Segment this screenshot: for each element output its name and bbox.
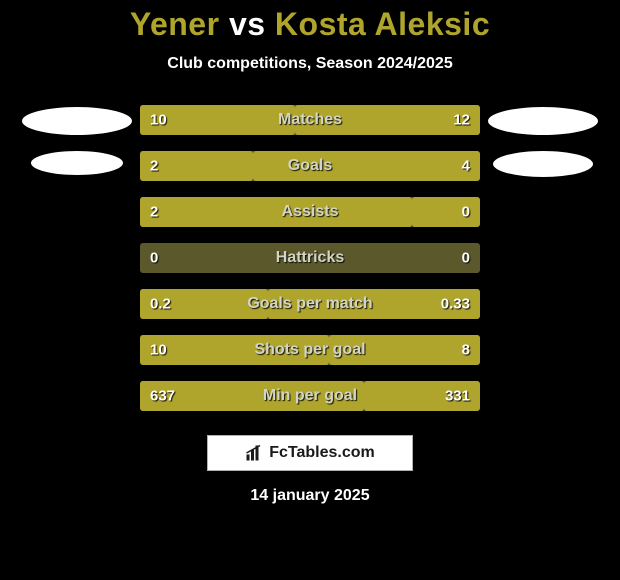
stat-label: Matches xyxy=(278,111,342,129)
headline: Yener vs Kosta Aleksic xyxy=(0,0,620,43)
stat-row: 0 Hattricks 0 xyxy=(140,243,480,273)
stat-value-left: 0 xyxy=(150,250,158,267)
player-2-placeholder-1 xyxy=(488,107,598,135)
stat-value-right: 331 xyxy=(445,388,470,405)
player-1-placeholder-2 xyxy=(31,151,123,175)
stat-label: Hattricks xyxy=(276,249,344,267)
comparison-infographic: Yener vs Kosta Aleksic Club competitions… xyxy=(0,0,620,580)
stat-row: 10 Shots per goal 8 xyxy=(140,335,480,365)
stat-value-left: 637 xyxy=(150,388,175,405)
stat-label: Goals xyxy=(288,157,332,175)
bar-fill-left xyxy=(140,197,412,227)
subtitle: Club competitions, Season 2024/2025 xyxy=(0,55,620,73)
brand-text: FcTables.com xyxy=(269,444,375,462)
stat-value-right: 8 xyxy=(462,342,470,359)
bar-chart-column: 10 Matches 12 2 Goals 4 2 Assists 0 xyxy=(140,105,480,411)
date-text: 14 january 2025 xyxy=(0,487,620,505)
stat-value-left: 2 xyxy=(150,204,158,221)
stat-value-right: 4 xyxy=(462,158,470,175)
content-area: 10 Matches 12 2 Goals 4 2 Assists 0 xyxy=(0,105,620,411)
stat-row: 2 Assists 0 xyxy=(140,197,480,227)
vs-label: vs xyxy=(229,6,266,42)
right-photo-column xyxy=(488,105,598,177)
stat-label: Shots per goal xyxy=(254,341,365,359)
left-photo-column xyxy=(22,105,132,175)
stat-value-left: 0.2 xyxy=(150,296,171,313)
stat-row: 2 Goals 4 xyxy=(140,151,480,181)
chart-icon xyxy=(245,444,263,462)
stat-value-left: 10 xyxy=(150,112,167,129)
player-1-name: Yener xyxy=(130,6,220,42)
stat-row: 0.2 Goals per match 0.33 xyxy=(140,289,480,319)
stat-value-left: 2 xyxy=(150,158,158,175)
player-2-name: Kosta Aleksic xyxy=(275,6,490,42)
stat-value-left: 10 xyxy=(150,342,167,359)
brand-badge: FcTables.com xyxy=(207,435,413,471)
stat-row: 637 Min per goal 331 xyxy=(140,381,480,411)
stat-value-right: 0.33 xyxy=(441,296,470,313)
stat-value-right: 0 xyxy=(462,204,470,221)
stat-row: 10 Matches 12 xyxy=(140,105,480,135)
player-1-placeholder-1 xyxy=(22,107,132,135)
stat-label: Min per goal xyxy=(263,387,357,405)
player-2-placeholder-2 xyxy=(493,151,593,177)
stat-value-right: 0 xyxy=(462,250,470,267)
stat-label: Assists xyxy=(282,203,339,221)
stat-value-right: 12 xyxy=(453,112,470,129)
stat-label: Goals per match xyxy=(247,295,372,313)
